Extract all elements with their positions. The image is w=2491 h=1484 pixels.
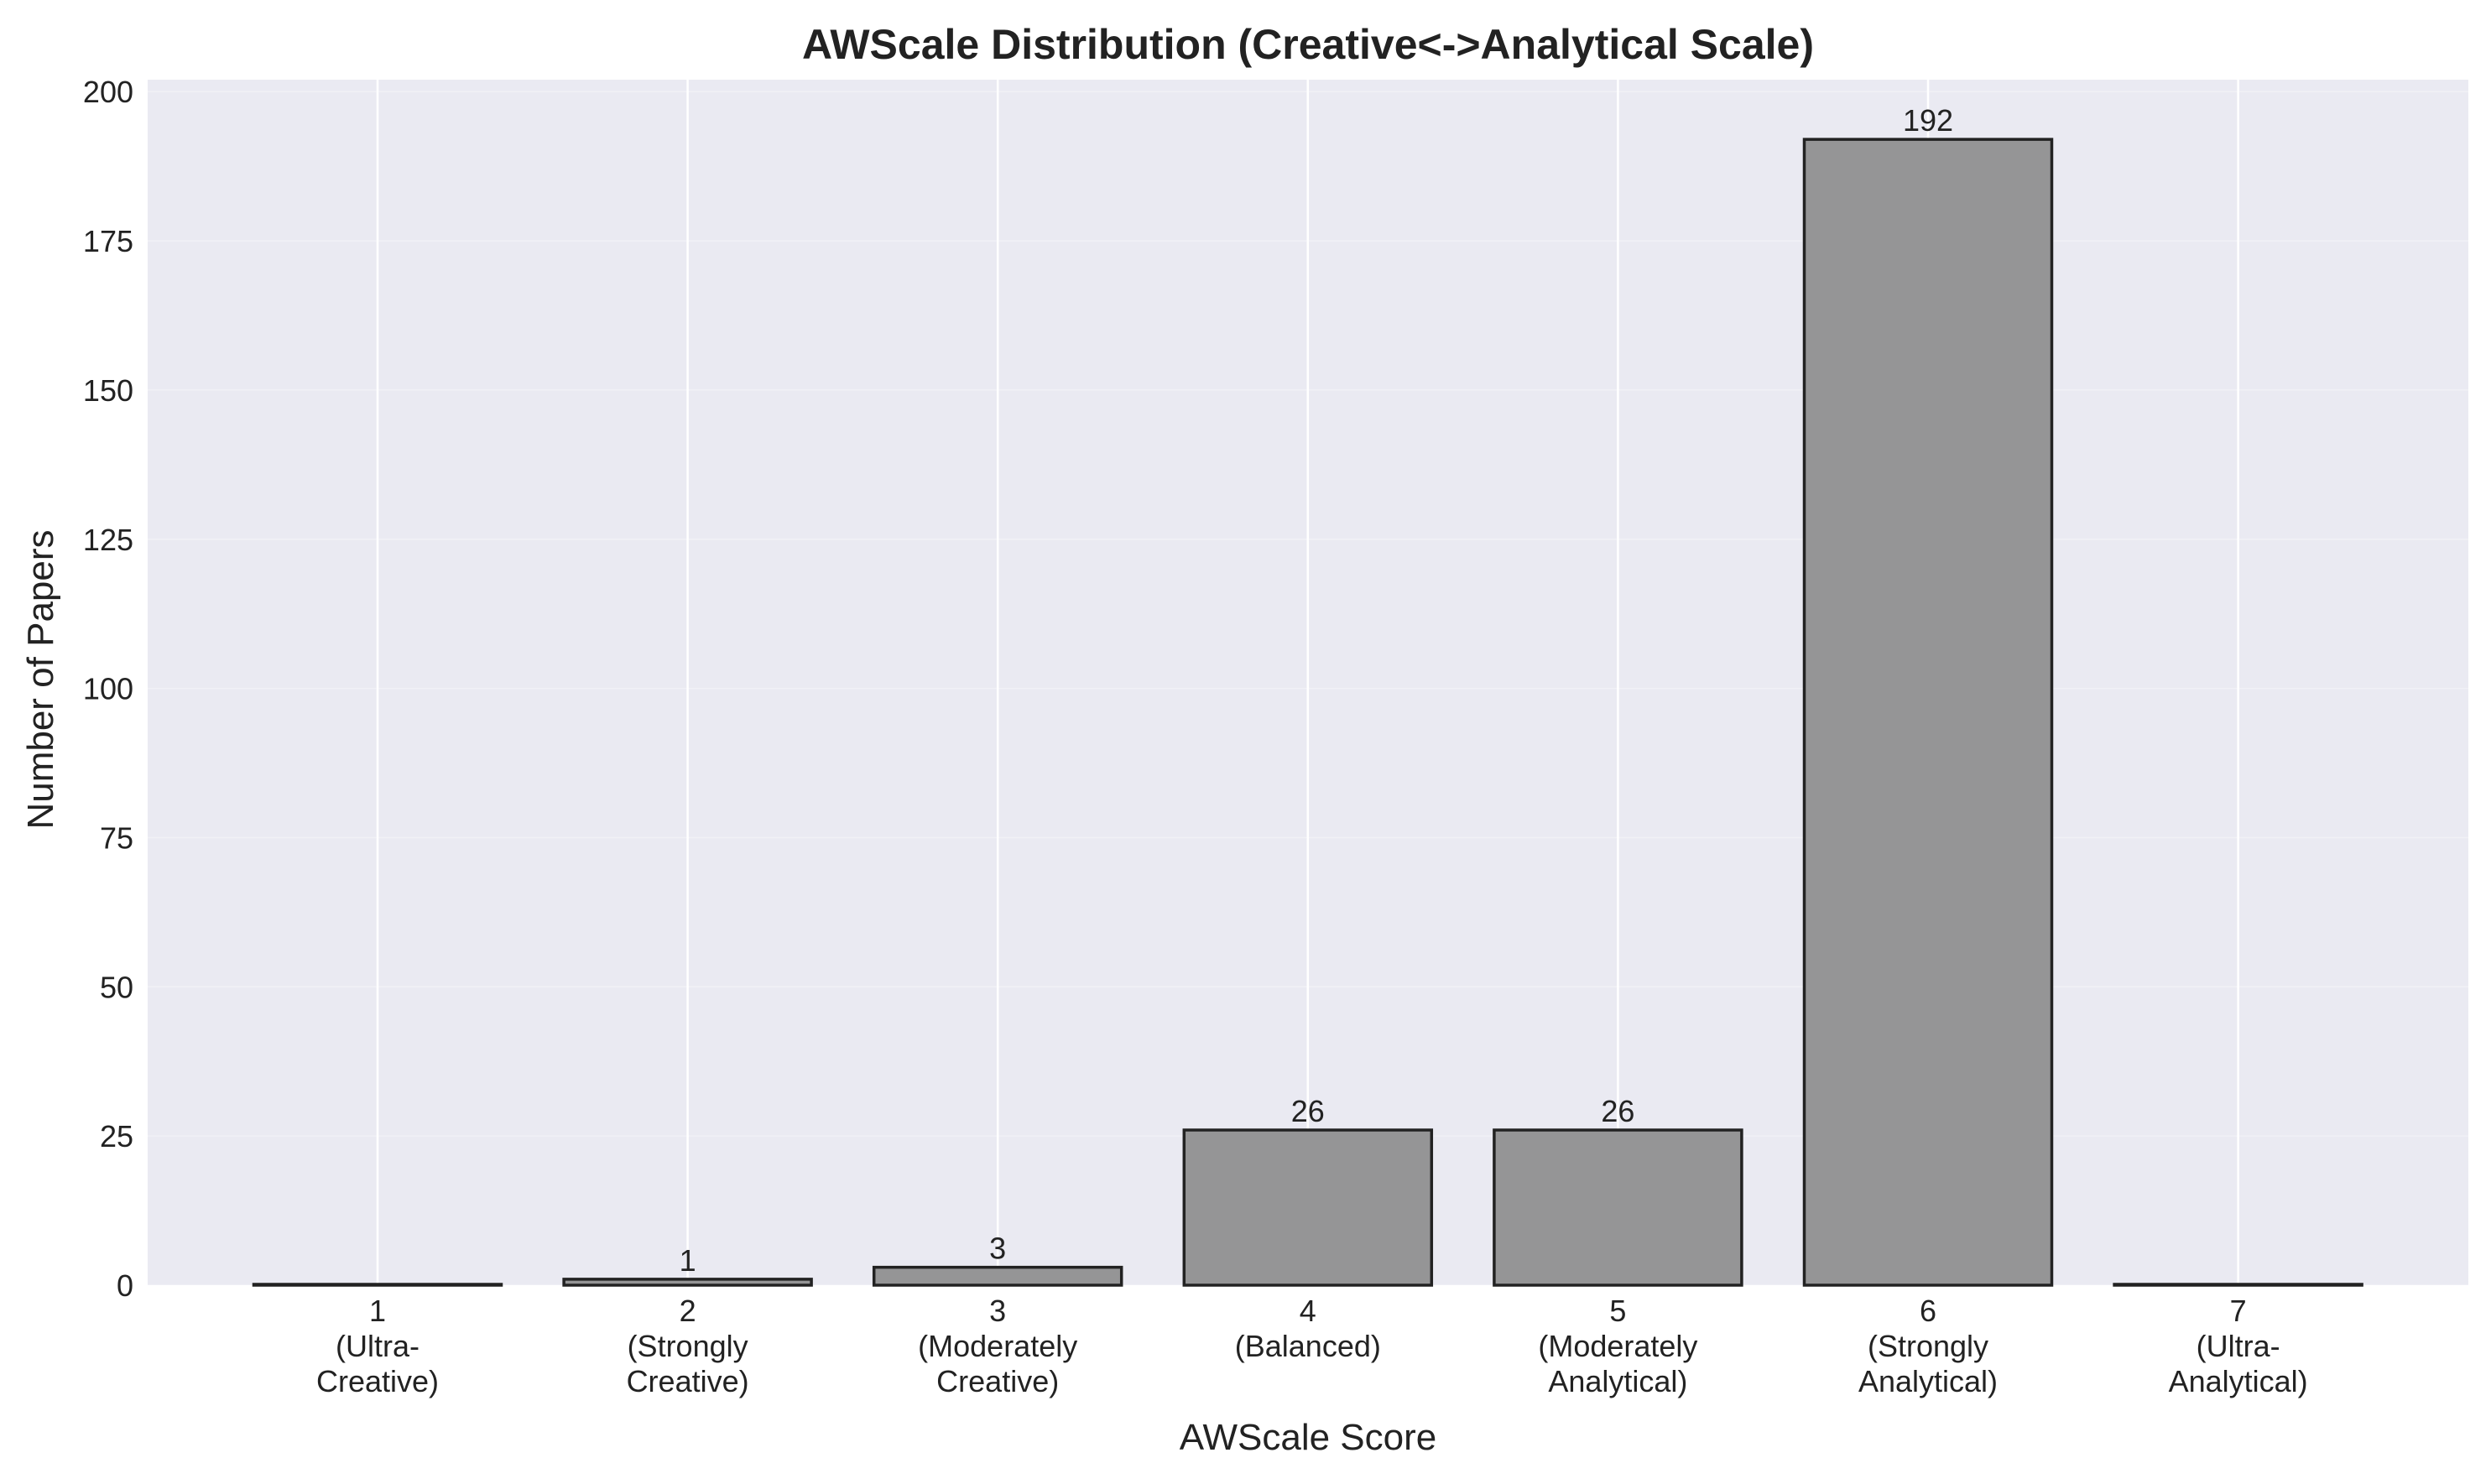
bar [1493,1128,1743,1287]
y-tick-label: 100 [83,672,133,706]
x-axis-label: AWScale Score [1180,1417,1436,1458]
bar [872,1265,1123,1287]
bar-value-label: 26 [1601,1094,1634,1128]
data-labels: 1 3 26 26 192 [680,103,1953,1278]
bar-value-label: 192 [1903,103,1953,138]
chart-title: AWScale Distribution (Creative<->Analyti… [802,21,1814,68]
y-tick-label: 150 [83,373,133,408]
x-tick-label: 5 (Moderately Analytical) [1538,1294,1697,1398]
y-tick-label: 175 [83,224,133,258]
x-tick-label: 6 (Strongly Analytical) [1858,1294,1998,1398]
y-tick-label: 125 [83,523,133,557]
y-tick-label: 25 [100,1119,133,1153]
y-axis-ticks: 0 25 50 75 100 125 150 175 200 [83,75,133,1303]
bar-value-label: 3 [989,1231,1006,1266]
x-tick-label: 3 (Moderately Creative) [918,1294,1077,1398]
bar [252,1283,503,1287]
bar [1182,1128,1434,1287]
y-tick-label: 200 [83,75,133,109]
y-axis-label: Number of Papers [20,529,61,829]
y-tick-label: 50 [100,970,133,1004]
bar [1802,138,2054,1287]
x-tick-label: 4 (Balanced) [1235,1294,1381,1363]
bar [562,1278,813,1287]
bar-value-label: 26 [1291,1094,1325,1128]
bar [2113,1283,2363,1287]
x-tick-label: 2 (Strongly Creative) [627,1294,749,1398]
x-tick-label: 7 (Ultra-Analytical) [2169,1294,2308,1398]
x-tick-label: 1 (Ultra-Creative) [316,1294,439,1398]
x-axis-ticks: 1 (Ultra-Creative) 2 (Strongly Creative) 3 (Mo… [316,1294,2308,1398]
y-tick-label: 75 [100,820,133,855]
bars [252,138,2363,1287]
y-tick-label: 0 [117,1268,133,1303]
bar-value-label: 1 [680,1243,696,1278]
